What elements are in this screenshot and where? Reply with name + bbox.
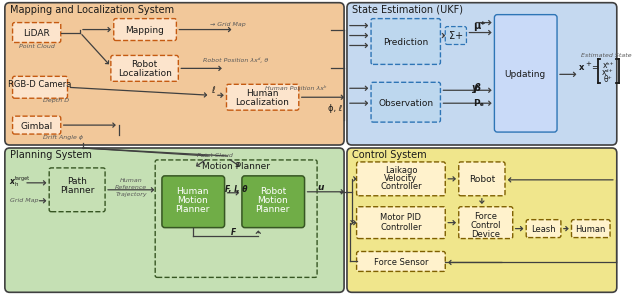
Text: Control System: Control System: [352, 150, 426, 160]
FancyBboxPatch shape: [5, 148, 344, 292]
Text: Robot: Robot: [468, 175, 495, 184]
FancyBboxPatch shape: [162, 176, 225, 228]
FancyBboxPatch shape: [526, 220, 561, 237]
Text: Leash: Leash: [531, 225, 556, 234]
Text: Mapping and Localization System: Mapping and Localization System: [10, 5, 174, 15]
Text: Velocity: Velocity: [385, 174, 417, 183]
Text: Planner: Planner: [175, 205, 210, 214]
Text: Grid Map: Grid Map: [10, 198, 38, 203]
Text: Device: Device: [471, 230, 500, 239]
Text: Human Position λxʰ: Human Position λxʰ: [265, 86, 326, 91]
Text: x: x: [579, 63, 584, 72]
Text: Point Cloud: Point Cloud: [19, 44, 54, 49]
Text: Gimbal: Gimbal: [20, 122, 52, 131]
FancyBboxPatch shape: [356, 252, 445, 271]
Text: Motion: Motion: [177, 196, 208, 205]
FancyBboxPatch shape: [114, 19, 177, 40]
Text: Control: Control: [470, 221, 501, 230]
FancyBboxPatch shape: [572, 220, 610, 237]
Text: Mapping: Mapping: [125, 26, 164, 35]
Text: Planner: Planner: [60, 186, 94, 195]
Text: Robot: Robot: [260, 187, 286, 196]
Text: Trajectory: Trajectory: [115, 192, 147, 197]
Text: ϕ, ℓ: ϕ, ℓ: [328, 104, 342, 113]
FancyBboxPatch shape: [356, 162, 445, 196]
Text: Human: Human: [575, 225, 606, 234]
Text: Controller: Controller: [380, 182, 422, 191]
FancyBboxPatch shape: [13, 23, 61, 42]
FancyBboxPatch shape: [459, 207, 513, 239]
Text: Force: Force: [474, 212, 497, 221]
Text: Force Sensor: Force Sensor: [374, 258, 428, 267]
Text: Estimated State: Estimated State: [581, 53, 632, 58]
Text: xʰ⁺: xʰ⁺: [602, 61, 614, 70]
FancyBboxPatch shape: [495, 15, 557, 132]
Text: Human: Human: [177, 187, 209, 196]
Text: x: x: [10, 177, 15, 186]
Text: State Estimation (UKF): State Estimation (UKF): [352, 5, 463, 15]
Text: Reference: Reference: [115, 185, 147, 190]
FancyBboxPatch shape: [459, 162, 505, 196]
Text: Depth D: Depth D: [43, 98, 69, 103]
Text: y: y: [472, 83, 479, 93]
FancyBboxPatch shape: [155, 160, 317, 277]
Text: Planner: Planner: [255, 205, 290, 214]
FancyBboxPatch shape: [13, 116, 61, 134]
FancyBboxPatch shape: [371, 82, 440, 122]
FancyBboxPatch shape: [445, 27, 467, 45]
Text: Prediction: Prediction: [383, 38, 428, 47]
Text: =: =: [591, 63, 598, 72]
Text: Updating: Updating: [504, 70, 546, 79]
Text: target: target: [15, 176, 29, 181]
Text: Controller: Controller: [380, 223, 422, 232]
FancyBboxPatch shape: [356, 207, 445, 239]
Text: Pₑ: Pₑ: [473, 99, 484, 108]
Text: F: F: [230, 228, 236, 237]
Text: Localization: Localization: [118, 69, 172, 78]
Text: u: u: [317, 183, 323, 192]
Text: β: β: [473, 83, 480, 93]
Text: +: +: [585, 61, 591, 67]
FancyBboxPatch shape: [49, 168, 105, 212]
Text: Motion Planner: Motion Planner: [202, 163, 270, 171]
FancyBboxPatch shape: [111, 55, 179, 81]
Text: LiDAR: LiDAR: [23, 29, 50, 38]
Text: Localization: Localization: [236, 98, 289, 107]
Text: Σ+: Σ+: [449, 30, 463, 40]
FancyBboxPatch shape: [227, 84, 299, 110]
Text: Observation: Observation: [378, 99, 433, 108]
Text: Human: Human: [120, 178, 143, 183]
Text: μ⁺: μ⁺: [473, 21, 486, 31]
Text: Drift Angle ϕ: Drift Angle ϕ: [43, 135, 83, 140]
Text: h: h: [15, 182, 18, 187]
Text: Path: Path: [67, 177, 87, 186]
FancyBboxPatch shape: [13, 76, 67, 98]
FancyBboxPatch shape: [5, 3, 344, 145]
Text: Human: Human: [246, 89, 278, 98]
FancyBboxPatch shape: [371, 19, 440, 64]
FancyBboxPatch shape: [242, 176, 305, 228]
Text: Robot: Robot: [131, 60, 157, 69]
Text: F, l, θ: F, l, θ: [225, 185, 248, 194]
FancyBboxPatch shape: [347, 148, 617, 292]
Text: Planning System: Planning System: [10, 150, 92, 160]
Text: → Grid Map: → Grid Map: [210, 22, 246, 27]
Text: RGB-D Camera: RGB-D Camera: [8, 80, 71, 89]
Text: ℓ: ℓ: [211, 86, 215, 95]
FancyBboxPatch shape: [347, 3, 617, 145]
Text: xᵈ⁺: xᵈ⁺: [602, 68, 614, 77]
Text: Point Cloud: Point Cloud: [197, 153, 233, 158]
Text: Robot Position λxᵈ, θ: Robot Position λxᵈ, θ: [204, 58, 269, 63]
Text: Laikago: Laikago: [385, 166, 417, 176]
Text: θ⁺: θ⁺: [604, 75, 612, 84]
Text: Motion: Motion: [257, 196, 288, 205]
Text: Motor PID: Motor PID: [380, 213, 421, 222]
